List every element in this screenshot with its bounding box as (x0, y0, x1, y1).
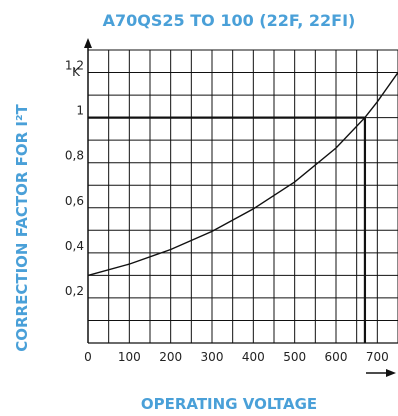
y-tick-label: 0,4 (65, 239, 84, 253)
y-tick-label: 1 (76, 104, 84, 118)
chart-title: A70QS25 TO 100 (22F, 22FI) (102, 11, 356, 30)
x-tick-label: 100 (118, 350, 141, 364)
y-axis-arrow (84, 38, 92, 48)
x-tick-label: 400 (242, 350, 265, 364)
x-axis-title: OPERATING VOLTAGE (140, 395, 318, 413)
x-tick-label: 600 (325, 350, 348, 364)
x-tick-label: 300 (201, 350, 224, 364)
data-marks (87, 72, 398, 343)
x-tick-label: 700 (366, 350, 389, 364)
y-axis-symbol: K (72, 65, 81, 79)
y-tick-label: 1,2 (65, 59, 84, 73)
series-line (87, 72, 398, 277)
x-tick-label: 200 (159, 350, 182, 364)
y-tick-label: 0,2 (65, 284, 84, 298)
x-tick-label: 500 (283, 350, 306, 364)
x-axis-arrow (386, 369, 396, 377)
y-tick-label: 0,8 (65, 149, 84, 163)
y-tick-label: 0,6 (65, 194, 84, 208)
grid-lines (88, 49, 398, 343)
tick-labels: K 0 100 200 300 400 500 600 700 0,2 0,4 0,6 0,8 1 1,2 (65, 59, 389, 364)
axes (84, 38, 398, 377)
x-tick-label: 0 (84, 350, 92, 364)
